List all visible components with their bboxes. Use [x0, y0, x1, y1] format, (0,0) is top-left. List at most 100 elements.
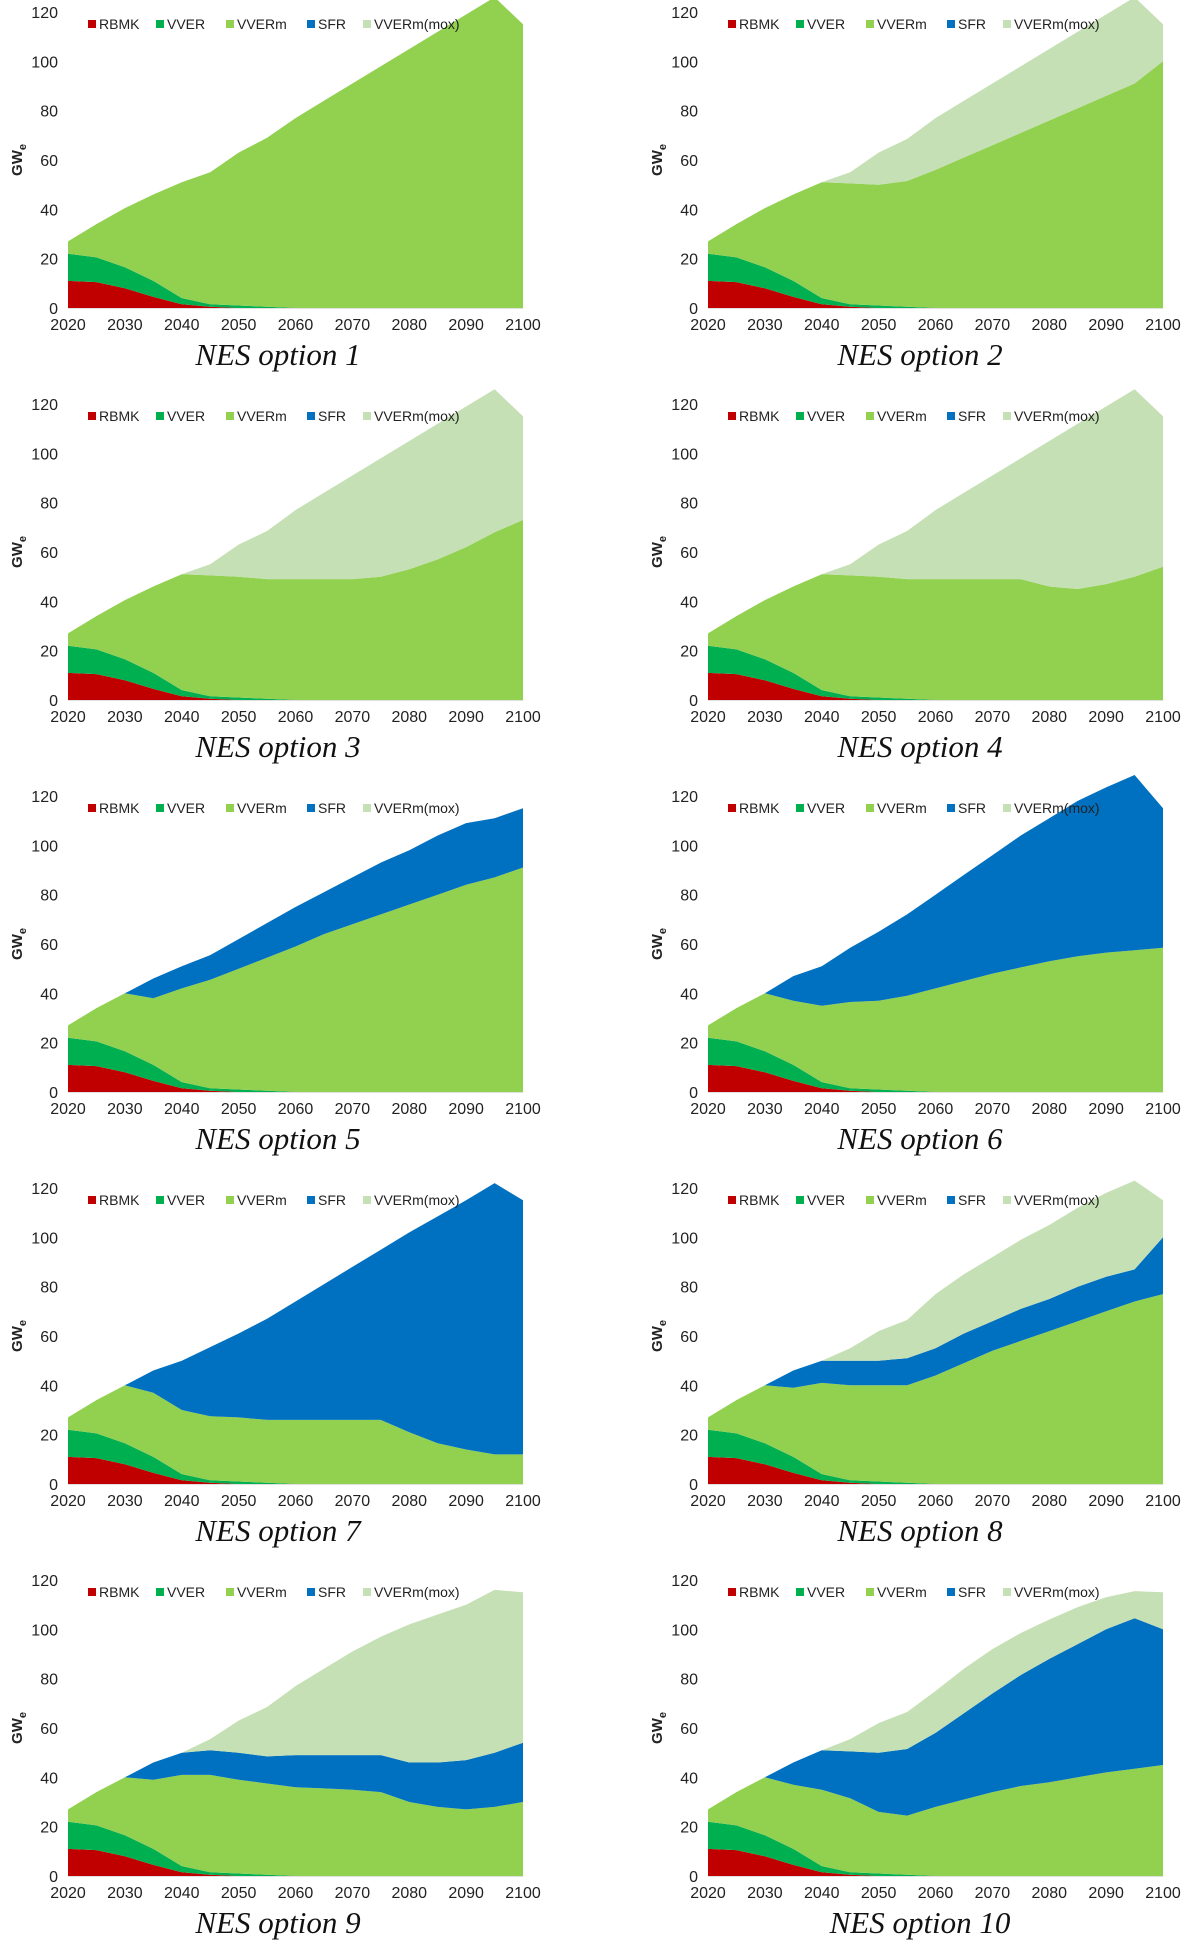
y-tick-label: 0 [689, 1869, 698, 1886]
legend-swatch [728, 1196, 736, 1204]
x-tick-label: 2040 [804, 1101, 840, 1118]
x-tick-label: 2020 [50, 1885, 86, 1902]
area-series-sfr [708, 1618, 1163, 1816]
legend-label: VVER [807, 1192, 845, 1208]
x-tick-label: 2080 [391, 709, 427, 726]
y-tick-label: 40 [40, 594, 58, 611]
chart-caption: NES option 7 [195, 1513, 361, 1548]
area-series-vverm [68, 1774, 523, 1876]
legend-swatch [88, 804, 96, 812]
legend-swatch [363, 804, 371, 812]
x-tick-label: 2070 [335, 1493, 371, 1510]
x-tick-label: 2090 [1088, 1493, 1124, 1510]
legend: RBMK VVER VVERm SFR VVERm(mox) [88, 800, 460, 816]
x-tick-label: 2070 [335, 1101, 371, 1118]
legend: RBMK VVER VVERm SFR VVERm(mox) [88, 408, 460, 424]
y-axis-label: GWe [9, 536, 29, 568]
y-tick-label: 120 [671, 1573, 698, 1590]
y-tick-label: 100 [31, 446, 58, 463]
legend-label: RBMK [739, 408, 780, 424]
legend-label: RBMK [99, 1192, 140, 1208]
x-tick-label: 2030 [107, 1493, 143, 1510]
area-series-vverm [708, 566, 1163, 700]
x-tick-label: 2100 [505, 1101, 541, 1118]
x-tick-label: 2020 [690, 1493, 726, 1510]
x-tick-label: 2060 [918, 1493, 954, 1510]
y-tick-label: 120 [31, 1181, 58, 1198]
chart-caption: NES option 9 [195, 1905, 361, 1940]
legend-swatch [226, 804, 234, 812]
x-tick-label: 2060 [278, 709, 314, 726]
legend-swatch [1003, 804, 1011, 812]
legend-swatch [866, 1588, 874, 1596]
x-tick-label: 2050 [861, 1885, 897, 1902]
y-tick-label: 100 [31, 54, 58, 71]
area-series-vverm-mox [708, 1180, 1163, 1418]
x-tick-label: 2030 [107, 709, 143, 726]
legend-label: SFR [958, 1584, 986, 1600]
x-tick-label: 2030 [747, 317, 783, 334]
x-tick-label: 2060 [278, 1885, 314, 1902]
legend-swatch [88, 1196, 96, 1204]
legend-label: VVER [807, 800, 845, 816]
y-tick-label: 40 [680, 594, 698, 611]
x-tick-label: 2080 [1031, 1101, 1067, 1118]
area-series-sfr [68, 808, 523, 1026]
y-tick-label: 120 [31, 1573, 58, 1590]
x-tick-label: 2040 [164, 1493, 200, 1510]
area-series-vverm [708, 1765, 1163, 1876]
y-tick-label: 100 [31, 838, 58, 855]
legend-swatch [728, 20, 736, 28]
x-tick-label: 2020 [50, 317, 86, 334]
y-tick-label: 80 [680, 104, 698, 121]
x-tick-label: 2070 [975, 709, 1011, 726]
x-tick-label: 2030 [747, 709, 783, 726]
y-tick-label: 100 [671, 838, 698, 855]
legend-label: VVERm(mox) [374, 16, 460, 32]
legend-label: VVERm [877, 16, 927, 32]
area-series-rbmk [708, 1848, 1163, 1876]
x-tick-label: 2100 [1145, 709, 1181, 726]
legend-label: VVERm(mox) [374, 408, 460, 424]
x-tick-label: 2050 [221, 1493, 257, 1510]
legend-swatch [796, 412, 804, 420]
y-tick-label: 120 [671, 1181, 698, 1198]
area-series-vverm [708, 947, 1163, 1092]
chart-caption: NES option 5 [195, 1121, 361, 1156]
y-tick-label: 60 [680, 937, 698, 954]
legend-swatch [363, 1588, 371, 1596]
legend-label: VVERm(mox) [1014, 1192, 1100, 1208]
legend-label: RBMK [739, 1584, 780, 1600]
area-series-vverm [708, 1294, 1163, 1484]
chart-caption: NES option 4 [837, 729, 1003, 764]
x-tick-label: 2080 [1031, 709, 1067, 726]
x-tick-label: 2050 [861, 709, 897, 726]
x-tick-label: 2020 [690, 1101, 726, 1118]
chart-caption: NES option 2 [837, 337, 1003, 372]
x-tick-label: 2040 [164, 317, 200, 334]
legend-label: RBMK [739, 800, 780, 816]
x-tick-label: 2030 [747, 1101, 783, 1118]
chart-caption: NES option 8 [837, 1513, 1003, 1548]
x-tick-label: 2080 [1031, 1493, 1067, 1510]
y-tick-label: 0 [49, 301, 58, 318]
x-tick-label: 2040 [804, 709, 840, 726]
y-tick-label: 100 [671, 54, 698, 71]
legend-label: SFR [958, 408, 986, 424]
legend-label: VVERm(mox) [1014, 16, 1100, 32]
legend-swatch [307, 20, 315, 28]
legend-label: VVERm(mox) [374, 800, 460, 816]
chart-panel: 0 20 40 60 80 100 120 2020 2030 2040 2050 2060 2070 2… [640, 1568, 1200, 1960]
y-tick-label: 80 [40, 1280, 58, 1297]
x-tick-label: 2020 [690, 1885, 726, 1902]
area-series-sfr [708, 1237, 1163, 1418]
legend-swatch [307, 412, 315, 420]
legend-label: VVERm [237, 1584, 287, 1600]
legend-swatch [947, 1196, 955, 1204]
legend-label: VVERm [237, 16, 287, 32]
y-tick-label: 40 [680, 986, 698, 1003]
area-series-rbmk [68, 1848, 523, 1876]
